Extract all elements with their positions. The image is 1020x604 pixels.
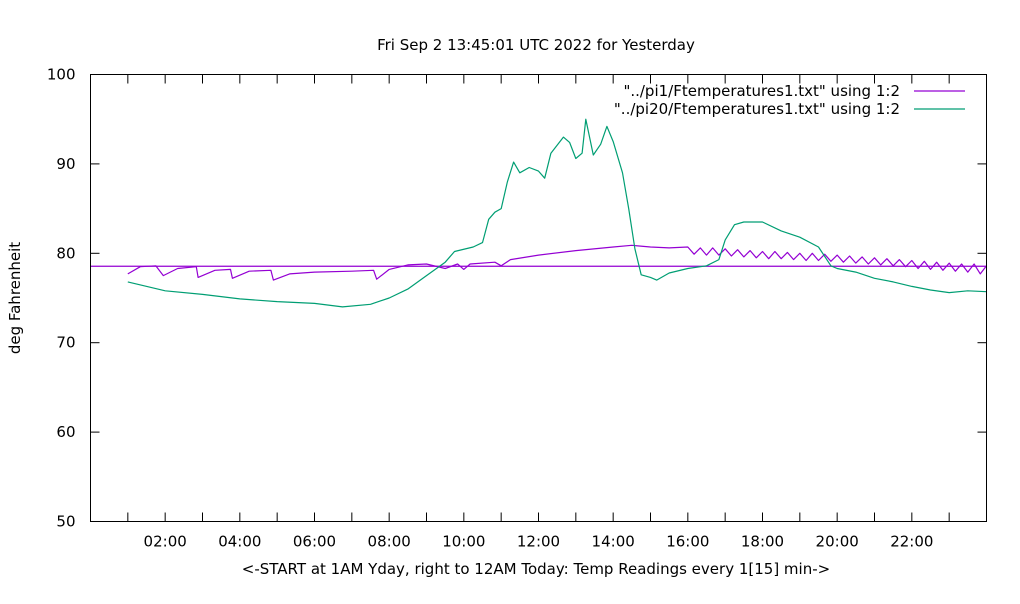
series-line-2 [127, 118, 987, 308]
legend: "../pi1/Ftemperatures1.txt" using 1:2"..… [614, 82, 965, 118]
x-tick-label: 18:00 [741, 533, 784, 551]
x-tick-label: 22:00 [890, 533, 933, 551]
axis-ticks: 50 60 70 80 90 100 02:00 04:00 06:00 08:00 10:00 12… [47, 66, 987, 551]
x-tick-label: 06:00 [293, 533, 336, 551]
x-tick-label: 14:00 [592, 533, 635, 551]
x-tick-label: 08:00 [368, 533, 411, 551]
y-tick-label: 100 [47, 66, 76, 84]
y-tick-label: 50 [56, 513, 75, 531]
x-tick-label: 10:00 [442, 533, 485, 551]
x-tick-label: 16:00 [666, 533, 709, 551]
series-lines [90, 118, 987, 308]
y-tick-label: 70 [56, 334, 75, 352]
y-tick-label: 60 [56, 423, 75, 441]
x-tick-label: 02:00 [144, 533, 187, 551]
y-axis-label: deg Fahrenheit [6, 242, 24, 354]
plot-frame [90, 74, 987, 522]
x-tick-label: 12:00 [517, 533, 560, 551]
legend-label: "../pi1/Ftemperatures1.txt" using 1:2 [623, 82, 900, 100]
x-axis-label: <-START at 1AM Yday, right to 12AM Today… [242, 560, 830, 578]
x-tick-label: 20:00 [816, 533, 859, 551]
series-line-1 [127, 244, 987, 281]
y-tick-label: 90 [56, 155, 75, 173]
y-tick-label: 80 [56, 244, 75, 262]
legend-label: "../pi20/Ftemperatures1.txt" using 1:2 [614, 100, 900, 118]
x-tick-label: 04:00 [218, 533, 261, 551]
chart-title: Fri Sep 2 13:45:01 UTC 2022 for Yesterda… [377, 36, 695, 54]
